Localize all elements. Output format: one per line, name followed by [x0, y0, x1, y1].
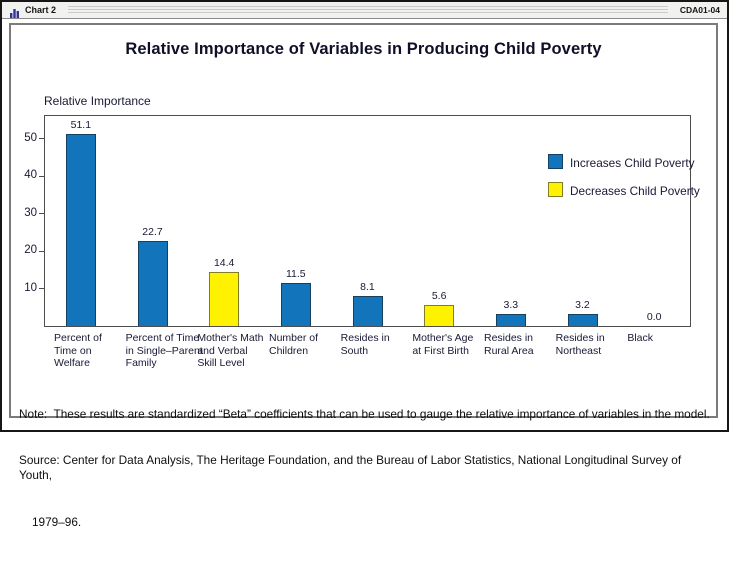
y-tick-label: 10	[24, 281, 37, 294]
legend-item-increase: Increases Child Poverty	[548, 154, 700, 172]
y-tick-label: 50	[24, 131, 37, 144]
titlebar-ridges[interactable]	[68, 6, 668, 15]
bar-value-label: 3.3	[503, 298, 519, 311]
bar-value-label: 14.4	[213, 257, 235, 269]
document-code: CDA01-04	[679, 5, 720, 15]
legend-item-decrease: Decreases Child Poverty	[548, 182, 700, 200]
y-tick-mark	[39, 250, 44, 252]
bar-increase	[65, 134, 96, 326]
legend-swatch-decrease	[548, 182, 563, 197]
y-tick-mark	[39, 288, 44, 289]
y-tick-mark	[39, 138, 44, 139]
legend-label-decrease: Decreases Child Poverty	[570, 184, 700, 198]
bar-decrease	[209, 272, 240, 326]
bar-value-label: 8.1	[360, 280, 375, 293]
y-tick-mark	[39, 213, 44, 214]
x-tick-label: Percent of Time in Single–Parent Family	[125, 332, 203, 369]
legend-swatch-increase	[548, 154, 563, 169]
legend: Increases Child Poverty Decreases Child …	[548, 154, 700, 210]
app-icon	[9, 5, 20, 18]
bar-value-label: 51.1	[70, 119, 92, 132]
y-tick-mark	[39, 175, 44, 177]
x-tick-label: Mother's Math and Verbal Skill Level	[197, 332, 264, 369]
y-tick-label: 20	[24, 244, 37, 256]
bar-increase	[352, 295, 383, 326]
x-tick-label: Resides in Northeast	[555, 332, 605, 357]
chart-window: Chart 2 CDA01-04 Relative Importance of …	[0, 0, 729, 529]
bar-decrease	[424, 305, 455, 326]
chart-note: Note: These results are standardized “Be…	[19, 406, 710, 421]
x-tick-label: Resides in South	[340, 332, 390, 357]
bar-value-label: 0.0	[646, 311, 662, 323]
y-axis-title: Relative Importance	[44, 94, 151, 108]
x-tick-label: Percent of Time on Welfare	[54, 332, 102, 369]
chart-source-cont: 1979–96.	[32, 514, 82, 529]
y-tick-label: 30	[24, 206, 37, 219]
window-titlebar[interactable]: Chart 2 CDA01-04	[2, 2, 727, 19]
bar-value-label: 22.7	[142, 225, 163, 238]
bar-increase	[137, 240, 168, 326]
bar-increase	[280, 282, 311, 326]
bar-value-label: 5.6	[431, 290, 447, 302]
x-tick-label: Resides in Rural Area	[484, 332, 534, 357]
chart-title: Relative Importance of Variables in Prod…	[125, 40, 602, 58]
bar-increase	[567, 314, 598, 326]
plot-area: Increases Child Poverty Decreases Child …	[24, 115, 700, 369]
x-tick-label: Black	[627, 332, 654, 344]
chart-source: Source: Center for Data Analysis, The He…	[19, 453, 685, 483]
window-title: Chart 2	[25, 5, 57, 15]
bar-value-label: 3.2	[575, 299, 590, 311]
x-tick-label: Mother's Age at First Birth	[412, 332, 474, 357]
legend-label-increase: Increases Child Poverty	[570, 156, 695, 170]
bar-value-label: 11.5	[285, 267, 306, 280]
chart-notes: Note: These results are standardized “Be…	[19, 376, 711, 561]
x-tick-label: Number of Children	[269, 332, 319, 357]
y-tick-label: 40	[24, 169, 37, 181]
bar-increase	[495, 313, 526, 326]
chart-canvas: Relative Importance of Variables in Prod…	[9, 23, 718, 529]
